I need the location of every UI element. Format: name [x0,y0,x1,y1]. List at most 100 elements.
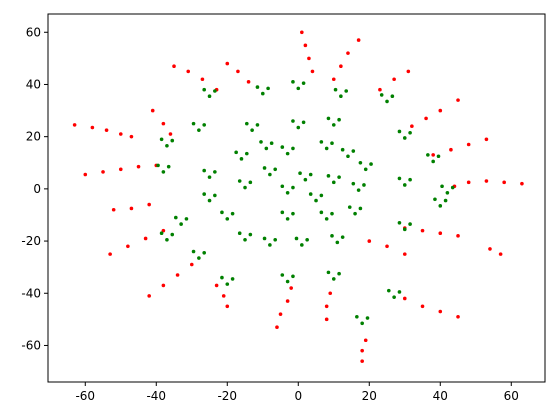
point [220,275,224,280]
point [466,180,471,185]
point [108,252,112,256]
point [202,87,206,92]
point [189,262,194,267]
point [351,149,356,153]
point [390,94,395,99]
point [259,140,263,144]
point [291,185,295,190]
point [161,228,166,233]
point [319,193,324,198]
point [326,270,331,275]
point [161,283,166,288]
point [456,314,460,319]
point [402,296,407,301]
point [331,77,336,82]
point [331,123,336,127]
point [111,207,116,212]
point [243,185,247,190]
point [340,147,345,152]
point [520,181,524,186]
point [378,87,382,92]
point [161,121,166,126]
point [408,130,412,135]
point [221,294,226,298]
point [337,117,341,122]
point [300,30,304,35]
point [449,147,453,152]
point [225,282,230,286]
point [436,154,441,159]
point [424,116,428,121]
point [285,299,290,303]
point [431,159,435,164]
point [136,164,141,169]
point [202,168,206,173]
point [289,286,293,290]
point [330,141,334,145]
point [498,252,503,256]
point [165,144,169,148]
point [186,69,191,74]
point [443,198,448,203]
point [358,160,363,165]
point [397,129,402,134]
point [90,125,95,130]
point [166,164,171,169]
point [273,167,278,172]
point [363,167,368,172]
point [408,177,412,182]
point [129,134,134,139]
point [402,183,407,187]
point [207,94,212,99]
point [248,232,253,237]
point [246,80,251,84]
point [291,119,295,123]
point [339,94,343,99]
x-tick-label: -60 [75,389,95,403]
point [351,181,356,186]
point [159,137,164,142]
point [319,210,324,215]
point [420,304,425,309]
point [159,231,164,236]
x-tick-label: 20 [362,389,377,403]
point [502,180,506,185]
point [385,244,389,249]
point [488,247,492,251]
point [280,210,285,215]
point [264,146,269,151]
point [83,172,88,177]
point [363,338,368,343]
point [360,359,364,363]
point [291,80,295,84]
point [147,294,151,298]
point [433,197,437,202]
point [326,174,331,178]
point [466,142,471,147]
point [333,87,338,92]
point [245,151,249,156]
point [426,153,430,157]
point [484,137,489,142]
point [170,138,175,143]
point [346,154,350,159]
point [214,283,219,288]
point [319,140,324,144]
point [308,192,313,196]
point [161,170,166,174]
point [347,205,352,209]
point [294,236,299,241]
point [225,217,230,221]
point [440,184,444,189]
point [202,251,206,255]
point [175,273,180,277]
point [225,61,230,66]
point [438,108,443,113]
y-tick-label: 0 [33,182,41,196]
point [200,77,205,82]
point [213,193,217,198]
point [150,108,155,113]
point [339,64,343,68]
point [438,204,443,208]
point [126,244,130,249]
